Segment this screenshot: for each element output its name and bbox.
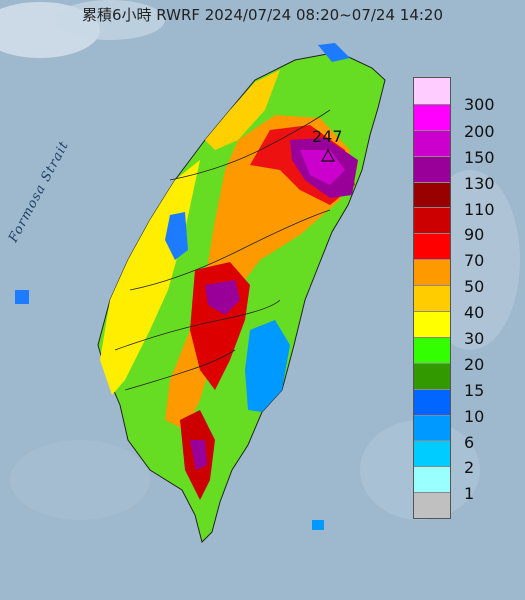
- legend-label: 130: [464, 173, 495, 193]
- legend-label: 70: [464, 251, 485, 271]
- legend-label: 30: [464, 329, 485, 349]
- legend-label: 90: [464, 225, 485, 245]
- legend-swatch: [414, 492, 450, 519]
- legend-label: 110: [464, 199, 495, 219]
- legend-label: 15: [464, 380, 485, 400]
- legend-label: 40: [464, 303, 485, 323]
- legend-swatch: 150: [414, 129, 495, 167]
- legend-swatch: 110: [414, 181, 495, 219]
- legend-swatch: 200: [414, 103, 495, 141]
- legend-label: 2: [464, 458, 475, 478]
- legend-swatch: 6: [414, 414, 474, 452]
- rainfall-legend: 300 200 150 130 110 90 70 50 40 30 20 15 10 6 2 1: [413, 77, 495, 520]
- legend-label: 6: [464, 432, 475, 452]
- legend-swatch: 90: [414, 207, 484, 244]
- legend-swatch: 40: [414, 285, 484, 322]
- legend-label: 20: [464, 354, 485, 374]
- legend-label: 150: [464, 147, 495, 167]
- legend-label: 300: [464, 95, 495, 114]
- legend-swatch: 30: [414, 311, 484, 348]
- legend-label: 200: [464, 121, 495, 141]
- legend-label: 1: [464, 484, 475, 504]
- legend-swatch: 70: [414, 233, 484, 270]
- legend-swatch: 1: [414, 466, 474, 503]
- legend-swatch: 2: [414, 440, 474, 477]
- peak-value: 247: [312, 127, 343, 146]
- legend-swatch: 15: [414, 362, 484, 400]
- legend-swatch: 130: [414, 155, 495, 193]
- legend-swatch: 10: [414, 388, 484, 426]
- triangle-icon: [320, 148, 336, 162]
- legend-swatch: 300: [414, 78, 495, 114]
- legend-label: 50: [464, 277, 485, 297]
- legend-label: 10: [464, 406, 485, 426]
- map-title: 累積6小時 RWRF 2024/07/24 08:20~07/24 14:20: [81, 6, 444, 24]
- legend-swatch: 20: [414, 336, 484, 374]
- legend-swatch: 50: [414, 259, 484, 296]
